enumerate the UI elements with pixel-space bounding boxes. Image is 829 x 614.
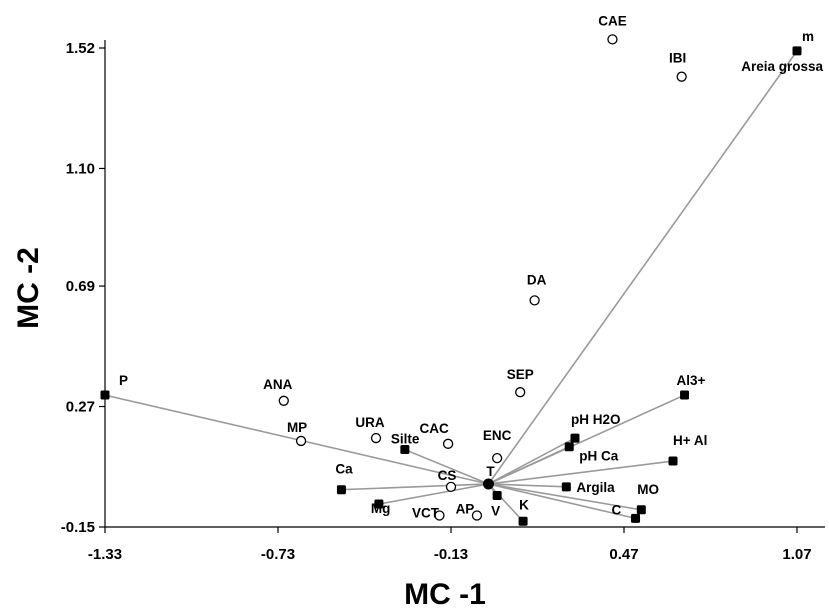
point-h-al — [668, 456, 678, 466]
point-label-ibi: IBI — [669, 51, 686, 66]
point-label-vct: VCT — [412, 506, 440, 521]
vector-m — [487, 50, 798, 485]
point-mo — [636, 505, 646, 515]
point-mg — [374, 499, 384, 509]
y-tick-label: 1.52 — [66, 40, 95, 57]
point-p — [100, 390, 110, 400]
point-label-sep: SEP — [507, 367, 534, 382]
vector-mg — [378, 483, 489, 505]
vector-c — [488, 483, 636, 520]
vector-silte — [404, 448, 489, 485]
point-label-al3: Al3+ — [677, 373, 706, 388]
point-cac — [442, 438, 454, 449]
point-label-silte: Silte — [391, 432, 420, 447]
x-tick-label: -0.73 — [261, 546, 295, 563]
label-layer: P Ca Mg Silte V K Argila pH Ca pH H2O H+ Al C MO Al3… — [119, 13, 823, 520]
x-tick-label: 1.07 — [782, 546, 811, 563]
point-label-k: K — [519, 497, 529, 512]
point-ph-h2o — [570, 433, 580, 443]
x-axis-title: MC -1 — [404, 578, 486, 611]
point-label-c: C — [612, 502, 622, 517]
x-tick-label: 0.47 — [609, 546, 638, 563]
x-tick-label: -1.33 — [88, 546, 122, 563]
point-label-ura: URA — [355, 415, 384, 430]
point-label-mo: MO — [637, 482, 659, 497]
point-label-enc: ENC — [483, 428, 512, 443]
point-label-ph-ca: pH Ca — [579, 449, 618, 464]
point-label-da: DA — [527, 272, 547, 287]
vector-argila — [488, 483, 567, 488]
point-label-mp: MP — [287, 420, 307, 435]
point-label-m: m — [802, 29, 814, 44]
point-label-cs: CS — [438, 468, 457, 483]
point-argila — [561, 482, 571, 492]
point-ibi — [676, 71, 687, 82]
point-label-ca: Ca — [335, 462, 353, 477]
y-tick-label: 1.10 — [66, 160, 95, 177]
point-label-argila: Argila — [576, 480, 615, 495]
y-tick-label: 0.27 — [66, 399, 95, 416]
point-k — [518, 516, 528, 526]
point-mp — [295, 435, 307, 447]
point-label-ana: ANA — [263, 377, 292, 392]
vector-layer — [104, 50, 798, 522]
tick-layer: -1.33 -0.73 -0.13 0.47 1.07 -0.15 0.27 0.69 1.10… — [61, 40, 812, 563]
point-ca — [336, 485, 346, 495]
point-label-v: V — [491, 503, 500, 518]
y-tick-label: -0.15 — [61, 519, 95, 536]
origin-point — [482, 478, 494, 490]
vector-mo — [488, 483, 642, 511]
point-ap — [471, 510, 483, 521]
point-ana — [278, 395, 289, 406]
point-label-areia-grossa: Areia grossa — [741, 59, 823, 74]
vector-ph-h2o — [488, 437, 576, 485]
point-al3 — [680, 390, 690, 400]
y-tick-label: 0.69 — [66, 278, 95, 295]
point-label-h-al: H+ Al — [673, 433, 707, 448]
point-ph-ca — [564, 442, 574, 452]
point-label-cae: CAE — [598, 13, 627, 28]
point-label-p: P — [119, 373, 128, 388]
point-vct — [434, 510, 445, 521]
point-c — [631, 513, 641, 523]
point-label-ph-h2o: pH H2O — [571, 412, 621, 427]
point-v — [492, 490, 502, 500]
point-silte — [400, 445, 410, 455]
vector-ca — [341, 483, 489, 491]
vector-k — [487, 483, 524, 522]
point-sep — [515, 387, 526, 398]
point-label-mg: Mg — [371, 501, 391, 516]
point-cs — [445, 481, 457, 492]
x-tick-label: -0.13 — [434, 546, 468, 563]
point-label-ap: AP — [456, 502, 475, 517]
axes — [104, 40, 825, 528]
point-label-t: T — [486, 464, 495, 479]
point-label-cac: CAC — [419, 421, 448, 436]
point-da — [529, 295, 540, 306]
point-cae — [607, 34, 618, 45]
point-m — [792, 46, 802, 56]
vector-al3 — [488, 394, 685, 485]
vector-h-al — [488, 460, 674, 485]
y-axis-title: MC -2 — [12, 247, 45, 329]
point-ura — [370, 432, 382, 444]
point-enc — [491, 453, 503, 464]
point-layer — [100, 34, 802, 526]
